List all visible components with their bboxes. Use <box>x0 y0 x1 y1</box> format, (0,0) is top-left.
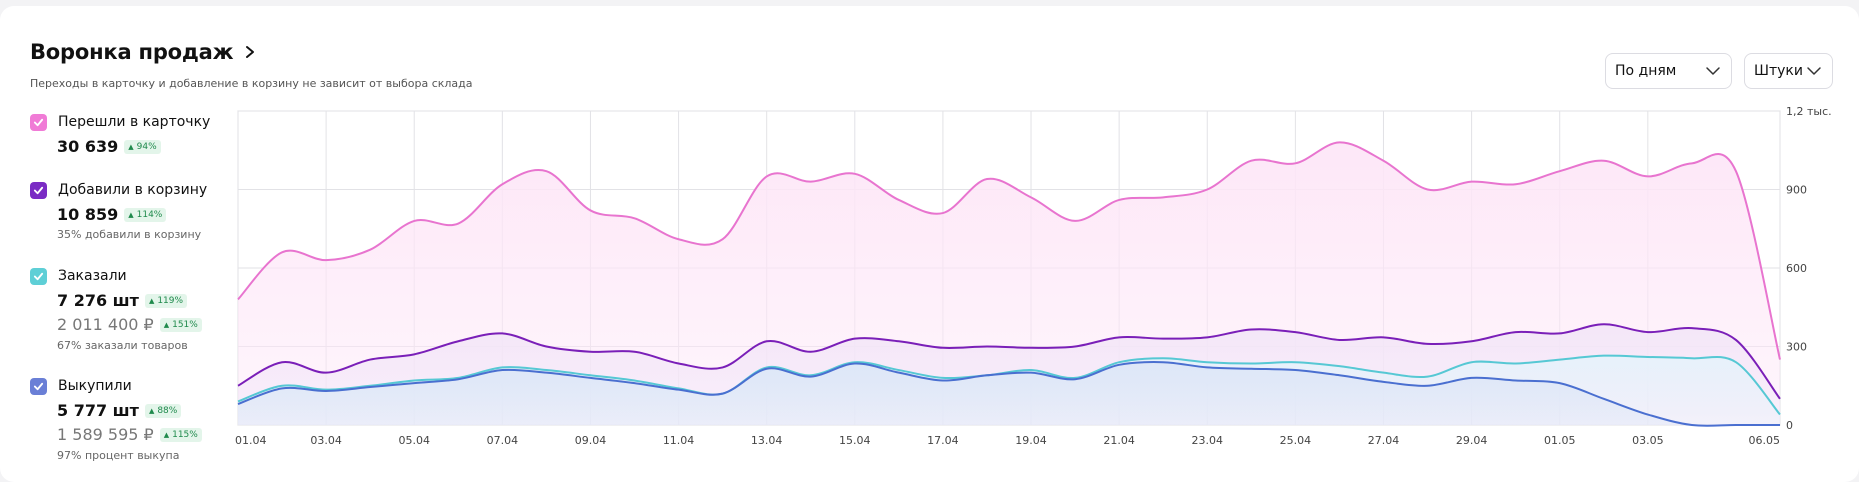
series-line-3[interactable] <box>237 361 1780 427</box>
legend-value2: 2 011 400 ₽ <box>57 315 154 334</box>
x-tick-label: 01.04 <box>235 434 267 447</box>
x-tick-label: 21.04 <box>1103 434 1135 447</box>
growth-badge-value: 114% <box>136 209 163 220</box>
series-line-0[interactable] <box>237 141 1781 360</box>
chevron-down-icon <box>1706 67 1720 75</box>
growth-badge: ▲ 94% <box>124 139 161 154</box>
x-tick-label: 25.04 <box>1280 434 1312 447</box>
unit-select[interactable]: Штуки <box>1744 53 1833 89</box>
checkbox-icon[interactable] <box>30 378 47 395</box>
legend-value: 7 276 шт <box>57 291 139 310</box>
x-tick-label: 03.05 <box>1632 434 1664 447</box>
x-tick-label: 05.04 <box>398 434 430 447</box>
title-row[interactable]: Воронка продаж <box>30 40 257 64</box>
x-tick-label: 07.04 <box>487 434 519 447</box>
arrow-up-icon: ▲ <box>163 430 170 439</box>
legend-note: 35% добавили в корзину <box>57 228 202 241</box>
chevron-right-icon[interactable] <box>243 40 257 64</box>
x-tick-label: 01.05 <box>1544 434 1576 447</box>
legend-label: Выкупили <box>58 378 132 394</box>
y-tick-label: 600 <box>1786 262 1807 275</box>
arrow-up-icon: ▲ <box>148 296 155 305</box>
y-tick-label: 900 <box>1786 184 1807 197</box>
growth-badge: ▲ 119% <box>144 293 188 308</box>
growth-badge-value: 115% <box>172 429 198 440</box>
x-tick-label: 15.04 <box>839 434 871 447</box>
series-area-3 <box>238 362 1780 426</box>
series-line-2[interactable] <box>237 354 1781 416</box>
x-tick-label: 29.04 <box>1456 434 1488 447</box>
legend-note: 97% процент выкупа <box>57 449 180 462</box>
series-line-1[interactable] <box>237 323 1781 400</box>
growth-badge-value: 151% <box>172 319 198 330</box>
page-subtitle: Переходы в карточку и добавление в корзи… <box>30 77 473 90</box>
legend-label: Добавили в корзину <box>58 182 208 198</box>
growth-badge-value: 94% <box>136 141 157 152</box>
legend-value-row: 5 777 шт ▲ 88% <box>57 401 182 420</box>
x-tick-label: 06.05 <box>1749 434 1781 447</box>
page-title: Воронка продаж <box>30 40 234 64</box>
legend-value-row: 7 276 шт ▲ 119% <box>57 291 188 310</box>
checkbox-icon[interactable] <box>30 268 47 285</box>
period-select[interactable]: По дням <box>1605 53 1732 89</box>
arrow-up-icon: ▲ <box>128 142 134 151</box>
x-tick-label: 11.04 <box>663 434 695 447</box>
legend-note: 67% заказали товаров <box>57 339 188 352</box>
growth-badge: ▲ 115% <box>159 427 202 442</box>
x-tick-label: 17.04 <box>927 434 959 447</box>
legend-label: Перешли в карточку <box>58 114 211 130</box>
sales-funnel-card: Воронка продаж Переходы в карточку и доб… <box>0 6 1859 482</box>
arrow-up-icon: ▲ <box>163 320 170 329</box>
growth-badge-value: 88% <box>157 405 178 416</box>
legend-value: 30 639 <box>57 137 119 156</box>
funnel-chart[interactable]: 0 300 600 900 1,2 тыс. 01.04 03.04 05.04 07.04 09… <box>0 6 1859 482</box>
y-tick-label: 0 <box>1786 419 1793 432</box>
x-tick-label: 19.04 <box>1015 434 1047 447</box>
arrow-up-icon: ▲ <box>148 406 155 415</box>
x-tick-label: 13.04 <box>751 434 783 447</box>
growth-badge: ▲ 114% <box>124 207 167 222</box>
legend-value: 5 777 шт <box>57 401 139 420</box>
arrow-up-icon: ▲ <box>128 210 134 219</box>
growth-badge-value: 119% <box>157 295 184 306</box>
x-tick-label: 09.04 <box>575 434 607 447</box>
y-tick-label: 1,2 тыс. <box>1786 105 1832 118</box>
period-select-value: По дням <box>1615 63 1677 79</box>
legend-value2: 1 589 595 ₽ <box>57 425 154 444</box>
x-tick-label: 03.04 <box>310 434 342 447</box>
legend-value-row: 10 859 ▲ 114% <box>57 205 167 224</box>
checkbox-icon[interactable] <box>30 114 47 131</box>
x-tick-label: 27.04 <box>1368 434 1400 447</box>
checkbox-icon[interactable] <box>30 182 47 199</box>
unit-select-value: Штуки <box>1754 63 1803 79</box>
growth-badge: ▲ 88% <box>144 403 182 418</box>
y-tick-label: 300 <box>1786 341 1807 354</box>
x-tick-label: 23.04 <box>1192 434 1224 447</box>
legend-value: 10 859 <box>57 205 119 224</box>
growth-badge: ▲ 151% <box>159 317 202 332</box>
chevron-down-icon <box>1807 67 1821 75</box>
legend-value-row: 30 639 ▲ 94% <box>57 137 161 156</box>
legend-value2-row: 2 011 400 ₽ ▲ 151% <box>57 315 202 334</box>
legend-label: Заказали <box>58 268 127 284</box>
legend-value2-row: 1 589 595 ₽ ▲ 115% <box>57 425 202 444</box>
